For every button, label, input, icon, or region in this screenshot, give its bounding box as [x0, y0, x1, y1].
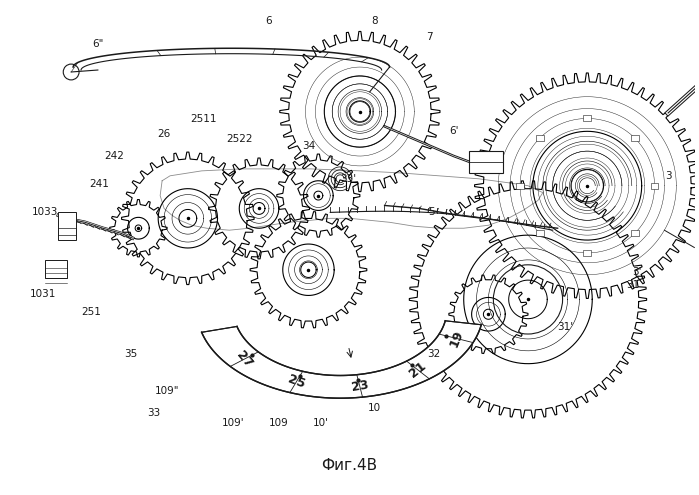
FancyBboxPatch shape: [58, 212, 76, 240]
Text: 34: 34: [302, 141, 315, 151]
Text: 31: 31: [626, 280, 640, 290]
Text: 2511: 2511: [190, 114, 217, 124]
Text: 1033: 1033: [32, 207, 59, 217]
FancyBboxPatch shape: [631, 135, 639, 141]
FancyBboxPatch shape: [45, 260, 67, 278]
Text: 109": 109": [154, 387, 180, 396]
Text: 25: 25: [286, 373, 307, 391]
FancyBboxPatch shape: [584, 115, 591, 121]
Text: 2522: 2522: [226, 134, 252, 144]
Text: 3': 3': [632, 267, 642, 277]
Text: 10: 10: [368, 403, 381, 413]
Text: 241: 241: [89, 179, 109, 189]
FancyBboxPatch shape: [516, 183, 524, 189]
Text: 33': 33': [340, 174, 356, 184]
PathPatch shape: [201, 321, 482, 398]
Text: 3: 3: [665, 171, 672, 181]
Text: 23: 23: [350, 378, 369, 394]
Text: 32: 32: [427, 349, 440, 359]
FancyBboxPatch shape: [468, 151, 503, 173]
Text: Фиг.4В: Фиг.4В: [322, 458, 377, 473]
Text: 109': 109': [222, 418, 245, 428]
FancyBboxPatch shape: [631, 230, 639, 236]
FancyBboxPatch shape: [536, 230, 544, 236]
Text: 1031: 1031: [30, 290, 57, 299]
Text: 26: 26: [157, 129, 171, 139]
Text: 7: 7: [426, 32, 433, 43]
Text: 33: 33: [147, 408, 161, 418]
Text: 6": 6": [92, 39, 103, 50]
Text: 21: 21: [407, 359, 429, 381]
Text: 242: 242: [105, 151, 124, 161]
Text: 31': 31': [558, 322, 574, 332]
FancyBboxPatch shape: [651, 183, 658, 189]
Text: 6: 6: [266, 15, 272, 26]
Text: 19: 19: [447, 328, 466, 349]
Text: 27: 27: [233, 348, 255, 370]
Text: 8: 8: [371, 15, 378, 26]
Text: 251: 251: [81, 307, 101, 317]
Text: 6': 6': [449, 126, 459, 136]
FancyBboxPatch shape: [584, 250, 591, 256]
FancyBboxPatch shape: [536, 135, 544, 141]
Text: 109: 109: [269, 418, 289, 428]
Text: 10': 10': [312, 418, 329, 428]
Text: 5: 5: [428, 207, 434, 217]
Text: 35: 35: [124, 349, 137, 359]
